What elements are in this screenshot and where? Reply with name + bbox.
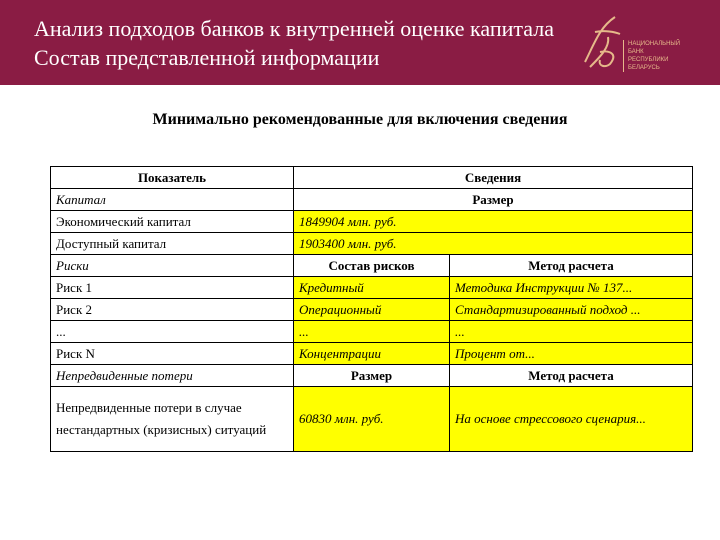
text: БЕЛАРУСЬ bbox=[628, 65, 660, 71]
table-cell: Стандартизированный подход ... bbox=[449, 298, 693, 321]
table-row: Риск 2 Операционный Стандартизированный по… bbox=[50, 298, 693, 321]
table-cell: Концентрации bbox=[293, 342, 450, 365]
table-cell: Риски bbox=[50, 254, 294, 277]
table-row: Непредвиденные потери Размер Метод расчета bbox=[50, 364, 693, 387]
table-row: Непредвиденные потери в случае нестандар… bbox=[50, 386, 693, 452]
table-row: Риски Состав рисков Метод расчета bbox=[50, 254, 693, 277]
table-cell: Операционный bbox=[293, 298, 450, 321]
table-row: Экономический капитал 1849904 млн. руб. bbox=[50, 210, 693, 233]
table-cell: Метод расчета bbox=[449, 364, 693, 387]
table-row: Доступный капитал 1903400 млн. руб. bbox=[50, 232, 693, 255]
table-cell: Размер bbox=[293, 364, 450, 387]
table-cell: ... bbox=[50, 320, 294, 343]
table-cell: На основе стрессового сценария... bbox=[449, 386, 693, 452]
bank-logo-text: НАЦИОНАЛЬНЫЙ БАНК РЕСПУБЛИКИ БЕЛАРУСЬ bbox=[623, 40, 680, 72]
section-heading: Минимально рекомендованные для включения… bbox=[152, 111, 568, 128]
bank-monogram-logo-icon bbox=[584, 16, 621, 68]
table-cell: Процент от... bbox=[449, 342, 693, 365]
table-cell: Непредвиденные потери в случае нестандар… bbox=[50, 386, 294, 452]
table-cell: Доступный капитал bbox=[50, 232, 294, 255]
table-cell: Метод расчета bbox=[449, 254, 693, 277]
text: НАЦИОНАЛЬНЫЙ bbox=[628, 41, 681, 47]
table-cell: Кредитный bbox=[293, 276, 450, 299]
title-line-1: Анализ подходов банков к внутренней оцен… bbox=[34, 16, 554, 41]
table-cell: 1903400 млн. руб. bbox=[293, 232, 693, 255]
table-cell: ... bbox=[449, 320, 693, 343]
table-cell: 60830 млн. руб. bbox=[293, 386, 450, 452]
table-cell: Экономический капитал bbox=[50, 210, 294, 233]
table-row: Риск 1 Кредитный Методика Инструкции № 137… bbox=[50, 276, 693, 299]
table-cell: 1849904 млн. руб. bbox=[293, 210, 693, 233]
header-banner: Анализ подходов банков к внутренней оцен… bbox=[0, 0, 720, 85]
table-cell: Показатель bbox=[50, 166, 294, 189]
table-cell: ... bbox=[293, 320, 450, 343]
info-table: Показатель Сведения Капитал Размер Экономи… bbox=[50, 166, 693, 452]
table-cell: Риск 2 bbox=[50, 298, 294, 321]
slide-title: Анализ подходов банков к внутренней оцен… bbox=[34, 14, 554, 72]
table-header-row: Показатель Сведения bbox=[50, 166, 693, 189]
table-cell: Риск N bbox=[50, 342, 294, 365]
table-cell: Сведения bbox=[293, 166, 693, 189]
table-row: ......... bbox=[50, 320, 693, 343]
table-row: Риск N Концентрации Процент от... bbox=[50, 342, 693, 365]
title-line-2: Состав представленной информации bbox=[34, 45, 380, 70]
table-cell: Капитал bbox=[50, 188, 294, 211]
text: РЕСПУБЛИКИ bbox=[628, 57, 669, 63]
table-row: Капитал Размер bbox=[50, 188, 693, 211]
table-cell: Состав рисков bbox=[293, 254, 450, 277]
table-cell: Риск 1 bbox=[50, 276, 294, 299]
text: БАНК bbox=[628, 49, 644, 55]
table-cell: Размер bbox=[293, 188, 693, 211]
table-cell: Непредвиденные потери bbox=[50, 364, 294, 387]
table-cell: Методика Инструкции № 137... bbox=[449, 276, 693, 299]
